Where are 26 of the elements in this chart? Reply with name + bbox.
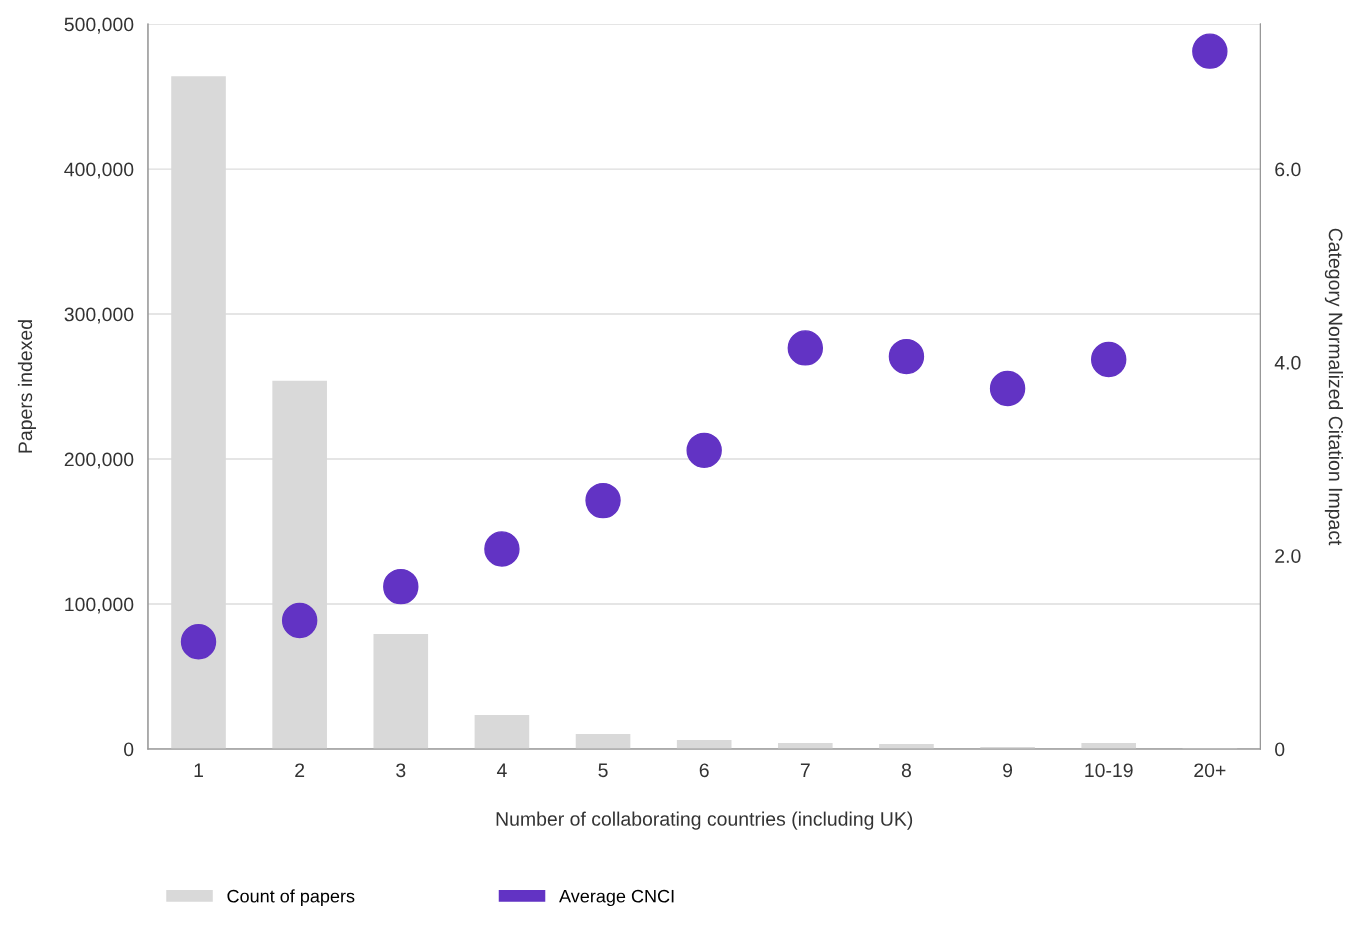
y-tick-label: 400,000: [64, 162, 134, 179]
x-tick-label: 4: [496, 763, 507, 777]
y-tick-label: 300,000: [64, 307, 134, 324]
x-axis-title: Number of collaborating countries (including UK): [496, 811, 913, 830]
x-tick-label: 2: [295, 763, 305, 777]
y-tick-label: 0: [124, 742, 134, 757]
legend-label: Average CNCI: [559, 889, 674, 907]
y-tick-label: 100,000: [65, 597, 134, 614]
x-tick-label: 3: [396, 763, 406, 778]
x-tick-label: 6: [699, 763, 709, 778]
y-axis-title: Papers indexed: [17, 320, 37, 453]
y2-tick-label: 4.0: [1274, 355, 1301, 370]
y2-tick-label: 2.0: [1275, 549, 1301, 563]
x-tick-label: 10-19: [1085, 763, 1133, 778]
y2-axis-title: Category Normalized Citation Impact: [1324, 228, 1343, 546]
y2-tick-label: 6.0: [1275, 162, 1301, 177]
x-tick-label: 7: [800, 763, 810, 777]
y-tick-label: 500,000: [64, 17, 134, 34]
x-tick-label: 8: [901, 763, 911, 778]
x-tick-label: 5: [598, 763, 608, 778]
x-tick-label: 1: [194, 763, 203, 777]
y-tick-label: 200,000: [64, 452, 134, 469]
x-tick-label: 9: [1003, 763, 1013, 778]
x-tick-label: 20+: [1194, 763, 1226, 778]
y2-tick-label: 0: [1275, 742, 1285, 757]
legend-label: Count of papers: [227, 889, 355, 907]
